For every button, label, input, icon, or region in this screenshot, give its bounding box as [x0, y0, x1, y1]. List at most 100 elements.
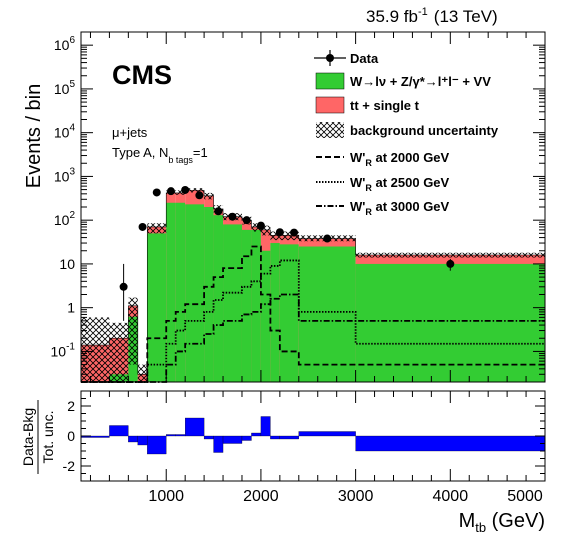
- ratio-bar: [222, 435, 243, 444]
- uncertainty-band: [260, 225, 271, 236]
- data-point: [138, 222, 147, 231]
- data-point: [323, 234, 332, 243]
- experiment-label: CMS: [112, 60, 172, 90]
- ewk-bar: [213, 215, 224, 382]
- ratio-y-tick-label: 2: [67, 398, 75, 414]
- y-tick-label: 1: [67, 300, 75, 316]
- ratio-bar: [137, 435, 148, 446]
- uncertainty-band: [137, 364, 148, 382]
- y-tick-label: 10-1: [51, 341, 76, 359]
- data-point: [290, 228, 299, 237]
- ratio-y-tick-label: 0: [67, 428, 75, 444]
- ratio-bar: [185, 417, 205, 437]
- luminosity-label: 35.9 fb-1 (13 TeV): [366, 6, 498, 26]
- legend-entry-data: Data: [314, 50, 379, 66]
- ewk-bar: [298, 246, 356, 382]
- ewk-bar: [241, 229, 252, 382]
- y-tick-label: 104: [54, 123, 76, 141]
- ratio-bar: [147, 435, 167, 455]
- main-x-axis: [89, 32, 546, 382]
- y-tick-label: 103: [54, 166, 76, 184]
- ewk-bar: [251, 229, 261, 382]
- uncertainty-band: [204, 192, 214, 200]
- ratio-bar: [241, 435, 252, 441]
- uncertainty-band: [147, 223, 167, 234]
- ewk-bar: [355, 263, 545, 382]
- legend-label-data: Data: [350, 51, 379, 66]
- uncertainty-band: [279, 231, 299, 241]
- data-point: [195, 191, 204, 200]
- x-tick-label: 1000: [148, 488, 184, 505]
- ewk-bar: [204, 207, 214, 382]
- main-plot-area: [81, 185, 545, 383]
- y-tick-label: 105: [54, 79, 76, 97]
- x-tick-label: 4000: [433, 488, 469, 505]
- sig2000-signal-line: [81, 245, 545, 383]
- main-y-axis-label: Events / bin: [23, 84, 45, 189]
- category-label: Type A, Nb tags=1: [112, 145, 208, 165]
- ewk-bar: [270, 243, 280, 382]
- ratio-bar: [355, 435, 546, 452]
- ratio-y-axis: -2 0 2: [63, 398, 545, 474]
- uncertainty-band: [251, 223, 261, 232]
- y-tick-label: 10: [59, 256, 75, 272]
- ratio-bar: [251, 432, 262, 437]
- ewk-bar: [166, 202, 176, 382]
- ratio-bar: [203, 435, 214, 440]
- ewk-bar: [279, 244, 299, 382]
- legend-entry-sig3000: W'R at 3000 GeV: [316, 199, 450, 217]
- uncertainty-band: [109, 322, 129, 382]
- legend-label-ewk: W→lν + Z/γ*→l⁺l⁻ + VV: [350, 74, 491, 89]
- ewk-bar: [185, 204, 205, 382]
- ewk-bar: [260, 250, 271, 382]
- data-point: [214, 207, 223, 216]
- ratio-bar: [175, 434, 186, 437]
- ratio-y-tick-label: -2: [63, 458, 76, 474]
- ratio-bar: [128, 435, 138, 443]
- ratio-panel: -2 0 2 1000 2000 3000 4000 5000 Data-Bkg Tot. …: [20, 390, 546, 535]
- ratio-bar: [279, 435, 299, 440]
- data-point: [256, 221, 265, 230]
- data-point: [152, 188, 161, 197]
- data-point: [446, 259, 455, 268]
- data-point: [275, 228, 284, 237]
- x-tick-label: 2000: [243, 488, 279, 505]
- legend: Data W→lν + Z/γ*→l⁺l⁻ + VV tt + single t…: [314, 50, 499, 217]
- uncertainty-band: [270, 231, 280, 241]
- ratio-plot-area: [80, 416, 546, 455]
- main-y-axis: 10-1 1 10 102 103 104 105 106: [51, 31, 545, 383]
- legend-label-sig2500: W'R at 2500 GeV: [350, 175, 450, 193]
- ratio-y-axis-label-top: Data-Bkg: [20, 408, 36, 466]
- data-point: [228, 212, 237, 221]
- ratio-bar: [260, 416, 271, 437]
- data-point: [181, 185, 190, 194]
- legend-label-top: tt + single t: [350, 98, 420, 113]
- legend-entry-sig2500: W'R at 2500 GeV: [316, 175, 450, 193]
- legend-swatch-ewk: [315, 72, 345, 90]
- data-point: [242, 216, 251, 225]
- uncertainty-band: [81, 317, 110, 382]
- data-point: [119, 282, 128, 291]
- ratio-bar: [213, 435, 224, 453]
- ewk-bar: [147, 233, 167, 382]
- uncertainty-band: [175, 190, 186, 195]
- data-point: [166, 187, 175, 196]
- uncertainty-band: [128, 297, 138, 365]
- x-axis-label: Mtb (GeV): [459, 510, 545, 535]
- legend-label-sig3000: W'R at 3000 GeV: [350, 199, 450, 217]
- legend-label-uncertainty: background uncertainty: [350, 123, 499, 138]
- channel-label: μ+jets: [112, 125, 148, 140]
- legend-entry-sig2000: W'R at 2000 GeV: [316, 150, 450, 168]
- legend-entry-uncertainty: background uncertainty: [316, 122, 499, 138]
- x-tick-label: 3000: [338, 488, 374, 505]
- ratio-y-axis-label-bottom: Tot. unc.: [40, 411, 56, 464]
- legend-swatch-top: [315, 96, 345, 114]
- sig2500-signal-line: [81, 259, 545, 383]
- ewk-bar: [175, 202, 186, 382]
- ratio-bar: [109, 425, 129, 437]
- ewk-bar: [223, 224, 242, 382]
- legend-label-sig2000: W'R at 2000 GeV: [350, 150, 450, 168]
- uncertainty-band: [185, 188, 205, 193]
